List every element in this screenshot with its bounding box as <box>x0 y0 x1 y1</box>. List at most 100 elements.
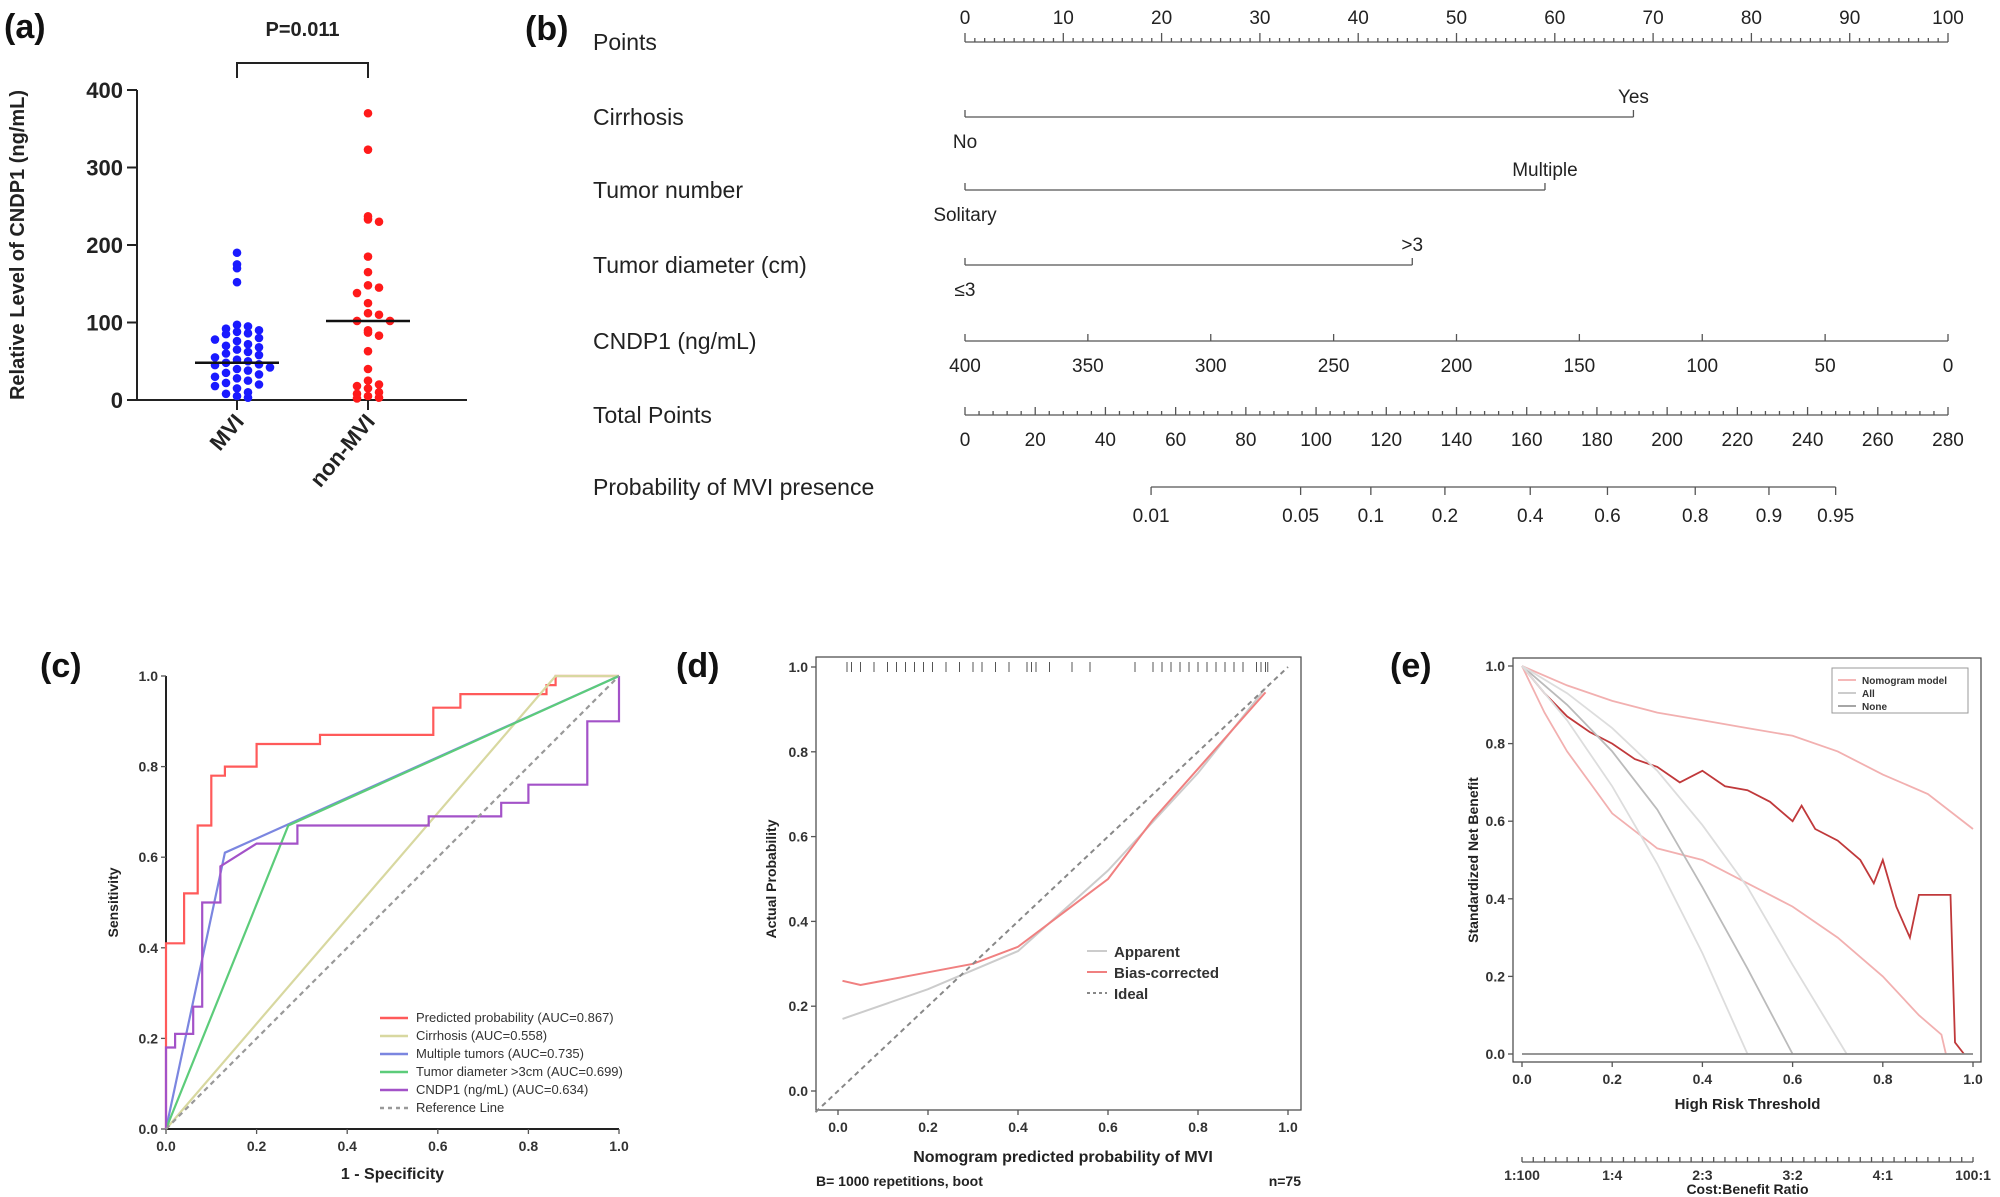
data-point <box>363 391 373 401</box>
level-label: No <box>953 132 977 153</box>
chart-c-roc: 0.00.0 0.2 0.2 0.4 0.4 0.6 0.6 0.8 0.8 1.0 1.0 1 - … <box>105 668 629 1183</box>
row-label: Probability of MVI presence <box>593 474 874 500</box>
points-tick-label: 90 <box>1839 8 1860 29</box>
y-tick-label: 0.6 <box>789 829 809 845</box>
cost-benefit-tick-label: 2:3 <box>1692 1167 1712 1183</box>
data-point <box>374 380 384 389</box>
series-line-cirrhosis-auc-0-558 <box>165 674 619 1130</box>
points-tick-label: 50 <box>1446 8 1467 29</box>
x-tick-label: 0.8 <box>519 1138 539 1154</box>
points-tick-label: 70 <box>1643 8 1664 29</box>
x-tick-label: 0.0 <box>1512 1071 1532 1087</box>
cndp1-tick-label: 300 <box>1195 356 1227 377</box>
probability-tick-label: 0.05 <box>1282 506 1319 527</box>
cndp1-tick-label: 150 <box>1564 356 1596 377</box>
probability-tick-label: 0.4 <box>1517 506 1544 527</box>
panel-label-a: (a) <box>4 8 46 46</box>
footnote-boot: B= 1000 repetitions, boot <box>816 1173 983 1189</box>
data-point <box>363 346 373 356</box>
data-point <box>254 333 264 343</box>
data-point <box>243 393 253 402</box>
x-tick-label: MVI <box>205 409 249 455</box>
total-tick-label: 120 <box>1370 430 1402 451</box>
y-tick-label: 1.0 <box>139 668 159 684</box>
data-point <box>232 374 242 383</box>
total-tick-label: 220 <box>1722 430 1754 451</box>
chart-d-calibration: 0.0 0.0 0.2 0.2 0.4 0.4 0.6 0.6 0.8 0.8 1.0 1.0 Nomo… <box>763 656 1302 1189</box>
plot-frame <box>815 656 1302 1111</box>
y-tick-label: 0.8 <box>1486 736 1506 752</box>
points-tick-label: 60 <box>1544 8 1565 29</box>
legend-label: Bias-corrected <box>1114 965 1219 982</box>
y-tick-label: 0.6 <box>139 849 159 865</box>
y-tick-label: 0.4 <box>139 940 159 956</box>
data-point <box>221 349 231 358</box>
total-tick-label: 280 <box>1932 430 1964 451</box>
data-point <box>243 329 253 338</box>
cndp1-tick-label: 0 <box>1943 356 1954 377</box>
x-tick-label: 1.0 <box>1278 1119 1298 1135</box>
y-tick-label: 0.2 <box>789 998 809 1014</box>
cost-benefit-tick-label: 1:100 <box>1504 1167 1540 1183</box>
data-point <box>243 376 253 385</box>
data-point <box>352 394 362 403</box>
data-point <box>232 391 242 401</box>
y-tick-label: 100 <box>86 311 123 336</box>
x-tick-label: 0.0 <box>156 1138 176 1154</box>
series-line-band-2 <box>1521 665 1947 1055</box>
data-point <box>363 308 373 318</box>
series-line-predicted-probability-auc-0-867 <box>164 674 619 1129</box>
data-point <box>243 347 253 357</box>
data-point <box>254 380 264 389</box>
y-axis-label: Relative Level of CNDP1 (ng/mL) <box>7 90 29 400</box>
x-tick-label: 0.2 <box>918 1119 938 1135</box>
data-point <box>243 356 253 366</box>
series-line-tumor-diameter-3cm-auc-0-699 <box>164 674 620 1130</box>
x-tick-label: 0.6 <box>1783 1071 1803 1087</box>
data-point <box>363 328 373 337</box>
panel-label-b: (b) <box>525 10 568 48</box>
legend-label: CNDP1 (ng/mL) (AUC=0.634) <box>416 1082 588 1097</box>
x-tick-label: 0.6 <box>1098 1119 1118 1135</box>
chart-a: 0 100 200 300 400 Relative Level of CNDP1 (ng… <box>7 19 467 492</box>
cost-benefit-label: Cost:Benefit Ratio <box>1686 1181 1808 1197</box>
probability-tick-label: 0.95 <box>1817 506 1854 527</box>
legend-label: Tumor diameter >3cm (AUC=0.699) <box>416 1064 623 1079</box>
data-point <box>221 341 231 351</box>
total-tick-label: 100 <box>1300 430 1332 451</box>
row-label: Points <box>593 29 657 55</box>
points-tick-label: 30 <box>1249 8 1270 29</box>
data-point <box>254 360 264 369</box>
cndp1-tick-label: 50 <box>1815 356 1836 377</box>
data-point <box>374 331 384 340</box>
x-tick-label: 0.8 <box>1873 1071 1893 1087</box>
data-point <box>232 364 242 374</box>
total-tick-label: 20 <box>1025 430 1046 451</box>
cndp1-tick-label: 250 <box>1318 356 1350 377</box>
significance-bracket <box>236 62 369 78</box>
data-point <box>221 368 231 378</box>
data-point <box>221 329 231 339</box>
data-point <box>374 393 384 402</box>
data-point <box>254 325 264 335</box>
data-point <box>363 145 373 154</box>
legend-label: Nomogram model <box>1862 676 1947 687</box>
x-tick-label: 0.6 <box>428 1138 448 1154</box>
chart-b-nomogram: Points Cirrhosis Tumor number Tumor diamete… <box>593 8 1964 527</box>
y-tick-label: 0.4 <box>1486 891 1506 907</box>
x-tick-label: 0.4 <box>1693 1071 1713 1087</box>
x-tick-label: 0.2 <box>1602 1071 1622 1087</box>
level-label: Solitary <box>933 205 997 226</box>
total-tick-label: 80 <box>1235 430 1256 451</box>
data-point <box>232 277 242 287</box>
cndp1-tick-label: 200 <box>1441 356 1473 377</box>
panel-label-e: (e) <box>1390 647 1432 685</box>
data-point <box>352 288 362 298</box>
data-point <box>363 384 373 393</box>
x-axis-label: 1 - Specificity <box>341 1166 444 1183</box>
total-tick-label: 60 <box>1165 430 1186 451</box>
data-point <box>210 353 220 362</box>
total-tick-label: 0 <box>960 430 971 451</box>
series-line-nomogram-model <box>1521 665 1965 1055</box>
